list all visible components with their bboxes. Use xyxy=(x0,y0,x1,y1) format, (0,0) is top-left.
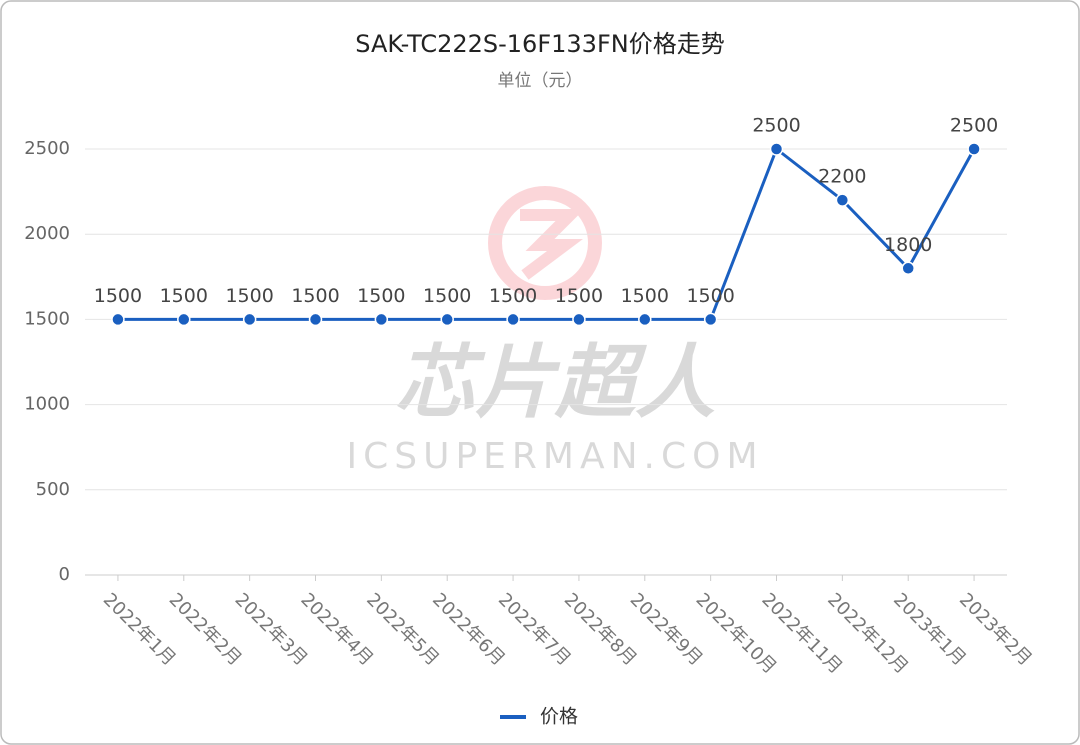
data-label: 1500 xyxy=(423,285,471,307)
data-label: 1500 xyxy=(686,285,734,307)
chart-title: SAK-TC222S-16F133FN价格走势 xyxy=(355,30,724,58)
data-label: 1500 xyxy=(94,285,142,307)
data-point xyxy=(506,312,520,327)
data-label: 1500 xyxy=(555,285,603,307)
data-label: 1500 xyxy=(291,285,339,307)
data-label: 2500 xyxy=(950,115,998,137)
y-tick-label: 500 xyxy=(36,479,70,500)
watermark-logo xyxy=(488,186,602,300)
data-point xyxy=(242,312,257,327)
data-point xyxy=(638,312,652,327)
data-point xyxy=(769,142,784,156)
data-point xyxy=(308,312,323,327)
data-label: 1800 xyxy=(884,234,932,256)
data-point xyxy=(111,312,125,327)
series-line xyxy=(117,146,976,321)
y-tick-label: 1500 xyxy=(24,308,70,329)
y-tick-label: 1000 xyxy=(24,394,70,415)
data-label: 1500 xyxy=(357,285,405,307)
y-tick-label: 0 xyxy=(59,564,70,585)
data-point xyxy=(703,312,718,327)
data-point xyxy=(967,142,981,156)
data-label: 1500 xyxy=(621,285,669,307)
watermark-text: 芯片超人 xyxy=(395,336,715,429)
data-point xyxy=(177,312,191,327)
legend-label: 价格 xyxy=(540,706,578,728)
data-point xyxy=(835,193,850,207)
watermark-logo-mark xyxy=(520,209,585,280)
y-tick-label: 2000 xyxy=(24,223,70,244)
data-label: 2200 xyxy=(818,166,866,188)
data-label: 1500 xyxy=(225,285,273,307)
data-point xyxy=(572,312,586,327)
data-label: 2500 xyxy=(752,115,800,137)
watermark-site: ICSUPERMAN.COM xyxy=(346,436,763,477)
data-point xyxy=(374,312,389,327)
data-point xyxy=(901,261,915,276)
data-label: 1500 xyxy=(160,285,208,307)
data-label: 1500 xyxy=(489,285,537,307)
chart-subtitle: 单位（元） xyxy=(498,71,583,91)
y-tick-label: 2500 xyxy=(24,138,70,159)
data-point xyxy=(440,312,454,327)
watermark: 芯片超人 ICSUPERMAN.COM xyxy=(346,186,763,477)
